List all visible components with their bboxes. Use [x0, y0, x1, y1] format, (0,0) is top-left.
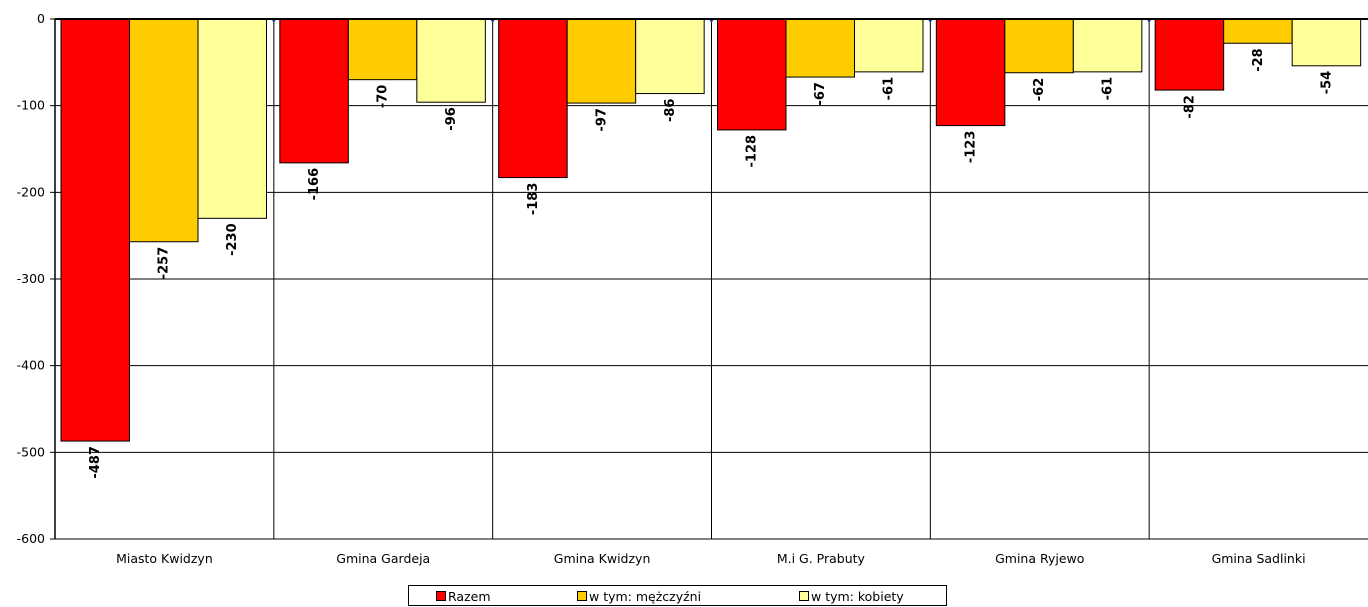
bar: [60, 18, 130, 442]
y-tick-label: -300: [17, 271, 45, 286]
data-label: -257: [157, 247, 172, 280]
bar: [416, 18, 486, 103]
data-label: -97: [594, 108, 609, 132]
legend-label-kobiety: w tym: kobiety: [811, 588, 904, 604]
data-labels: -487 -166 -183 -128 -123 -82 -257 -70 -97 -67 -62 -…: [88, 48, 1334, 478]
bars: [60, 18, 1362, 442]
data-label: -166: [307, 168, 322, 201]
y-tick-label: -100: [17, 98, 45, 113]
legend: Razem w tym: mężczyźni w tym: kobiety: [408, 585, 947, 606]
bar: [1072, 18, 1143, 73]
axes: 0 -100 -200 -300 -400 -500 -600 Miasto Kwidzyn G…: [17, 11, 1368, 566]
data-label: -54: [1319, 71, 1334, 95]
legend-swatch-razem: [436, 591, 446, 601]
category-label: Gmina Ryjewo: [995, 551, 1084, 566]
category-label: Miasto Kwidzyn: [116, 551, 213, 566]
data-label: -96: [444, 107, 459, 131]
data-label: -86: [663, 99, 678, 123]
data-label: -82: [1182, 95, 1197, 119]
legend-item-mezczyzni: w tym: mężczyźni: [577, 588, 701, 604]
category-label: M.i G. Prabuty: [777, 551, 866, 566]
y-tick-label: -600: [17, 531, 45, 546]
bar: [854, 18, 924, 73]
bar: [785, 18, 855, 78]
data-label: -61: [882, 77, 897, 101]
bar: [566, 18, 637, 104]
bar: [635, 18, 705, 95]
data-label: -70: [376, 85, 391, 109]
category-label: Gmina Kwidzyn: [554, 551, 651, 566]
category-label: Gmina Sadlinki: [1212, 551, 1306, 566]
bar: [197, 18, 267, 219]
bar: [717, 18, 787, 131]
bar: [129, 18, 199, 243]
legend-swatch-kobiety: [799, 591, 809, 601]
data-label: -230: [225, 223, 240, 256]
legend-swatch-mezczyzni: [577, 591, 587, 601]
data-label: -28: [1251, 48, 1266, 71]
bar: [347, 18, 418, 81]
bar: [1004, 18, 1074, 74]
legend-item-razem: Razem: [436, 588, 491, 604]
legend-label-razem: Razem: [448, 588, 491, 604]
data-label: -67: [813, 82, 828, 106]
y-tick-label: -200: [17, 184, 45, 199]
bar: [1223, 18, 1293, 44]
y-tick-label: 0: [37, 11, 45, 26]
data-label: -183: [526, 183, 541, 216]
data-label: -61: [1101, 77, 1116, 101]
bar: [1154, 18, 1225, 91]
bar: [279, 18, 349, 164]
data-label: -62: [1032, 78, 1047, 102]
bar: [1291, 18, 1362, 67]
legend-label-mezczyzni: w tym: mężczyźni: [589, 588, 702, 604]
data-label: -487: [88, 446, 103, 479]
bar: [935, 18, 1006, 127]
y-tick-label: -500: [17, 444, 45, 459]
bar: [498, 18, 568, 179]
y-tick-label: -400: [17, 358, 45, 373]
data-label: -128: [745, 135, 760, 168]
legend-item-kobiety: w tym: kobiety: [799, 588, 904, 604]
category-label: Gmina Gardeja: [336, 551, 430, 566]
data-label: -123: [964, 131, 979, 164]
gridlines: [55, 19, 1368, 540]
